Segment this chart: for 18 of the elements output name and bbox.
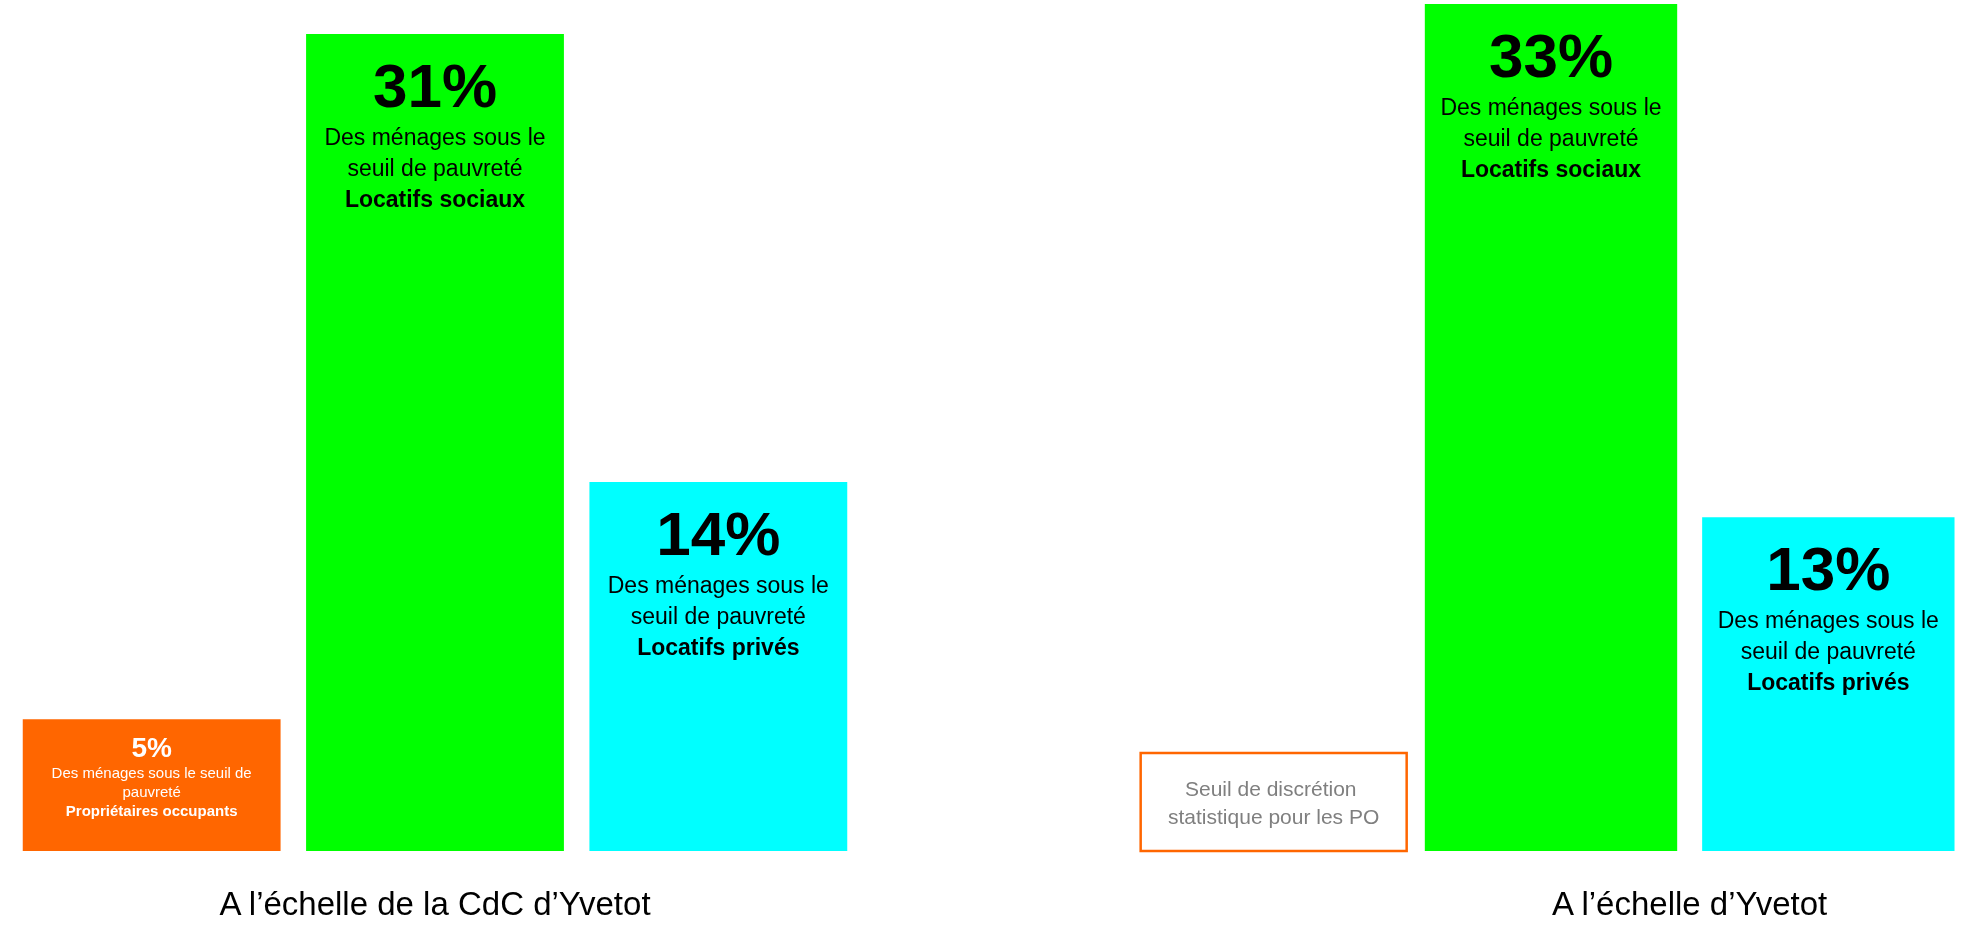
data-label: 14% — [656, 498, 781, 568]
annotation: Des ménages sous le seuil de pauvreté — [324, 123, 546, 181]
data-label: 5% — [131, 731, 172, 763]
x-tick-label: Locatifs privés — [1747, 669, 1910, 696]
annotation: Des ménages sous le seuil de pauvreté — [51, 764, 252, 801]
x-tick-label: Locatifs sociaux — [344, 185, 526, 212]
annotation: Des ménages sous le seuil de pauvreté — [1440, 93, 1662, 151]
x-axis-title: A l’échelle d’Yvetot — [1552, 885, 1828, 922]
x-axis-title: A l’échelle de la CdC d’Yvetot — [219, 885, 651, 922]
data-label: 13% — [1766, 533, 1891, 603]
data-label: 33% — [1488, 20, 1614, 90]
text: Seuil de discrétion statistique pour les PO — [1168, 776, 1380, 828]
x-tick-label: Locatifs sociaux — [1460, 155, 1642, 182]
annotation: Des ménages sous le seuil de pauvreté — [1717, 607, 1939, 665]
x-tick-label: Propriétaires occupants — [65, 802, 238, 820]
x-tick-label: Locatifs privés — [637, 633, 800, 660]
data-label: 31% — [372, 50, 498, 120]
annotation: Des ménages sous le seuil de pauvreté — [607, 571, 829, 629]
